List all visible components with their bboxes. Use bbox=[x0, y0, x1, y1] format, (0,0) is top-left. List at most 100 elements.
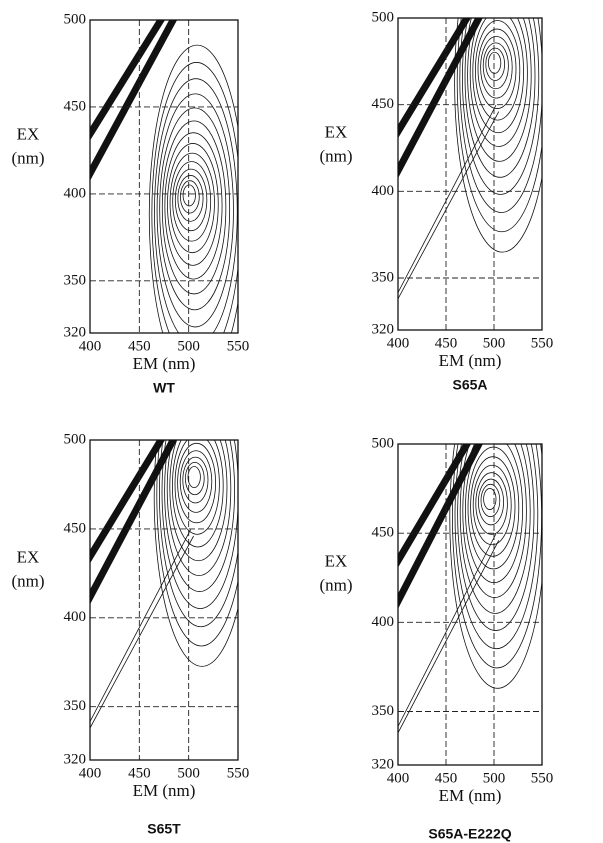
scatter-band bbox=[90, 440, 166, 564]
contour-line bbox=[164, 440, 235, 592]
contour-line bbox=[475, 472, 508, 535]
y-tick-label: 320 bbox=[64, 324, 87, 340]
contour-line bbox=[469, 18, 528, 147]
x-axis-label: EM (nm) bbox=[133, 781, 196, 800]
contour-line bbox=[487, 51, 502, 74]
contour-line bbox=[462, 18, 540, 195]
x-tick-label: 400 bbox=[79, 765, 102, 781]
contour-line bbox=[456, 18, 542, 233]
contour-line bbox=[467, 446, 520, 570]
x-tick-label: 550 bbox=[227, 765, 250, 781]
scatter-line bbox=[90, 535, 194, 729]
contour-line bbox=[485, 47, 506, 81]
panel bbox=[90, 440, 238, 729]
contour-line bbox=[172, 161, 212, 242]
y-axis-label: EX bbox=[17, 125, 40, 144]
y-axis-label: EX bbox=[325, 122, 348, 141]
x-tick-label: 400 bbox=[79, 338, 102, 354]
contour-line bbox=[182, 184, 196, 207]
y-tick-label: 350 bbox=[372, 269, 395, 285]
contour-line bbox=[167, 143, 219, 266]
y-tick-label: 450 bbox=[64, 520, 87, 536]
y-tick-label: 400 bbox=[64, 185, 87, 201]
y-axis-label: (nm) bbox=[319, 146, 352, 165]
contour-line bbox=[169, 152, 215, 254]
contour-line bbox=[174, 440, 220, 535]
y-tick-label: 320 bbox=[372, 756, 395, 772]
contour-line bbox=[480, 36, 513, 99]
y-tick-label: 350 bbox=[64, 698, 87, 714]
scatter-band bbox=[90, 20, 166, 141]
y-tick-label: 400 bbox=[372, 183, 395, 199]
contour-line bbox=[156, 93, 234, 328]
panel-title: S65A bbox=[452, 377, 487, 393]
y-tick-label: 350 bbox=[372, 703, 395, 719]
x-tick-label: 450 bbox=[435, 335, 458, 351]
contour-line bbox=[459, 444, 531, 614]
x-tick-label: 500 bbox=[483, 770, 506, 786]
contour-line bbox=[182, 456, 209, 504]
contour-line bbox=[477, 28, 517, 109]
contour-line bbox=[161, 120, 227, 295]
contour-line bbox=[166, 440, 232, 576]
y-tick-label: 350 bbox=[64, 272, 87, 288]
contour-line bbox=[177, 442, 217, 524]
x-tick-label: 450 bbox=[128, 338, 151, 354]
y-tick-label: 450 bbox=[372, 525, 395, 541]
contour-line bbox=[151, 62, 238, 333]
contour-line bbox=[185, 461, 205, 496]
y-tick-label: 450 bbox=[372, 96, 395, 112]
y-tick-label: 320 bbox=[64, 751, 87, 767]
plot-frame bbox=[89, 19, 239, 334]
y-tick-label: 500 bbox=[372, 9, 395, 25]
scatter-band bbox=[90, 20, 178, 181]
scatter-line bbox=[90, 529, 191, 722]
contour-line bbox=[464, 18, 536, 178]
contour-line bbox=[470, 456, 516, 557]
panel-title: S65T bbox=[147, 821, 181, 837]
contour-line bbox=[174, 168, 208, 232]
x-tick-label: 500 bbox=[177, 338, 200, 354]
contour-line bbox=[159, 440, 238, 628]
contour-line bbox=[164, 132, 223, 280]
x-tick-label: 400 bbox=[387, 335, 410, 351]
scatter-band bbox=[398, 18, 472, 139]
contour-line bbox=[180, 180, 200, 214]
x-tick-label: 500 bbox=[177, 765, 200, 781]
contour-line bbox=[459, 18, 542, 213]
contour-line bbox=[159, 107, 231, 311]
scatter-line bbox=[398, 540, 500, 734]
contour-line bbox=[483, 488, 497, 510]
panel bbox=[398, 18, 542, 299]
x-tick-label: 550 bbox=[531, 335, 554, 351]
y-tick-label: 400 bbox=[64, 609, 87, 625]
contour-line bbox=[156, 440, 238, 647]
panel-title: S65A-E222Q bbox=[428, 826, 511, 842]
contour-line bbox=[177, 175, 204, 222]
contour-line bbox=[482, 42, 509, 90]
x-axis-label: EM (nm) bbox=[439, 786, 502, 805]
y-axis-label: EX bbox=[325, 552, 348, 571]
scatter-line bbox=[398, 105, 497, 293]
x-tick-label: 550 bbox=[531, 770, 554, 786]
y-tick-label: 450 bbox=[64, 98, 87, 114]
contour-line bbox=[154, 78, 238, 333]
y-tick-label: 500 bbox=[372, 435, 395, 451]
contour-line bbox=[474, 20, 521, 121]
scatter-line bbox=[398, 533, 497, 727]
x-tick-label: 450 bbox=[128, 765, 151, 781]
contour-line bbox=[462, 444, 527, 598]
contour-line bbox=[148, 44, 238, 333]
x-tick-label: 400 bbox=[387, 770, 410, 786]
y-axis-label: (nm) bbox=[319, 576, 352, 595]
x-tick-label: 450 bbox=[435, 770, 458, 786]
y-axis-label: (nm) bbox=[11, 571, 44, 590]
contour-line bbox=[472, 18, 524, 134]
scatter-band bbox=[90, 440, 178, 605]
y-axis-label: EX bbox=[17, 547, 40, 566]
y-axis-label: (nm) bbox=[11, 149, 44, 168]
scatter-band bbox=[398, 444, 472, 568]
contour-line bbox=[477, 478, 504, 526]
contour-line bbox=[457, 444, 535, 631]
